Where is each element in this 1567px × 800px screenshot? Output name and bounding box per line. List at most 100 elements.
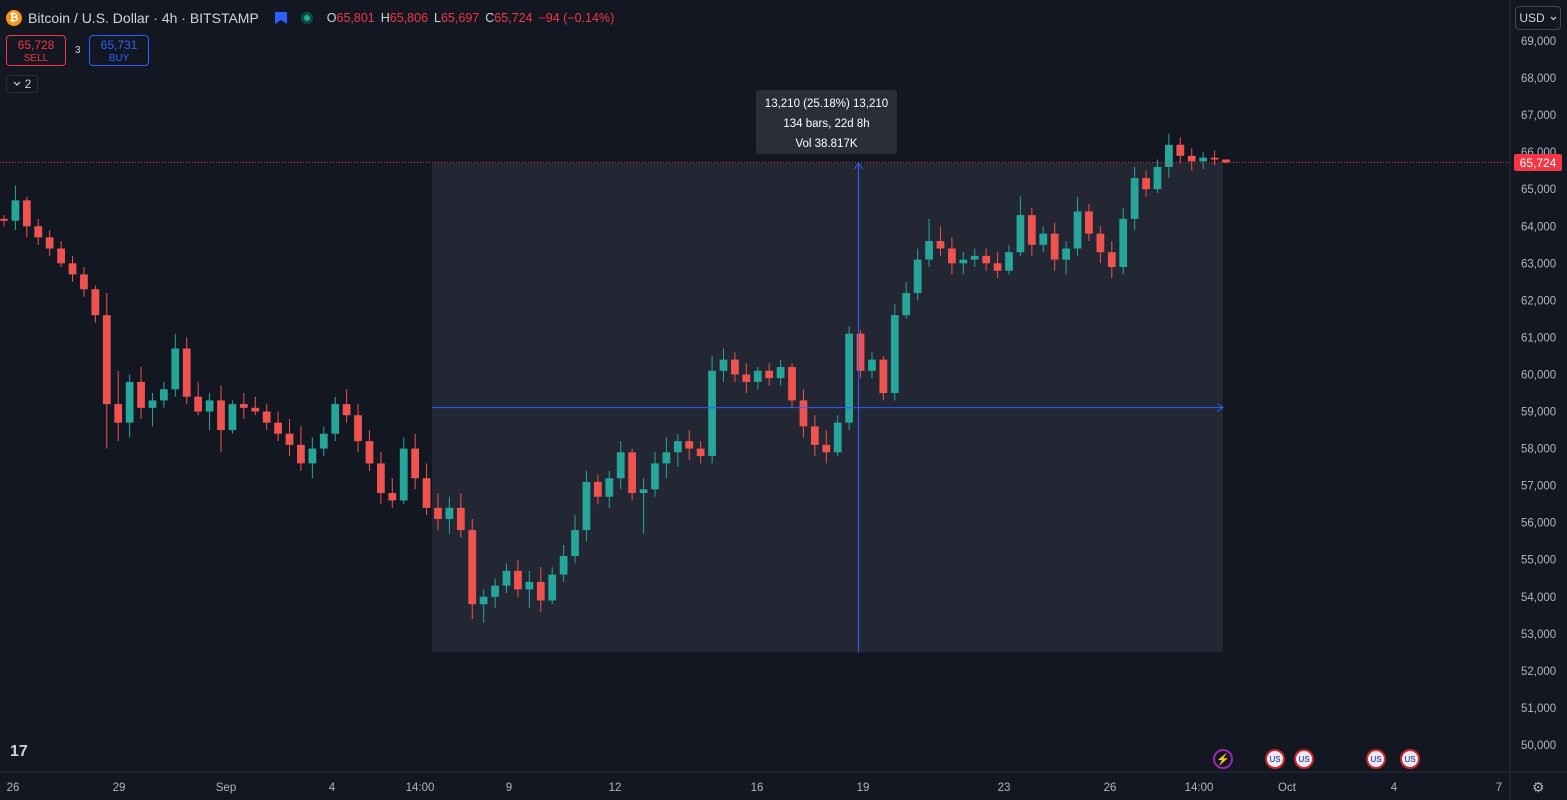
- lightning-icon[interactable]: ⚡: [1213, 749, 1233, 769]
- sell-button[interactable]: 65,728 SELL: [6, 35, 66, 66]
- candle-body: [719, 359, 728, 371]
- y-tick-label: 57,000: [1521, 481, 1556, 493]
- candle-body: [1222, 159, 1230, 163]
- candle-body: [1005, 252, 1013, 271]
- flag-icon[interactable]: [274, 12, 287, 24]
- candle-body: [993, 263, 1002, 271]
- candle-body: [936, 241, 945, 249]
- candle-body: [148, 400, 157, 408]
- candle: [354, 404, 362, 453]
- us-flag-icon[interactable]: US: [1366, 749, 1386, 769]
- candle-body: [559, 556, 568, 575]
- chevron-down-icon: [13, 81, 21, 86]
- candle: [742, 363, 751, 393]
- candle-body: [628, 452, 637, 494]
- candle: [479, 589, 488, 623]
- candle: [422, 463, 431, 516]
- us-flag-icon[interactable]: US: [1265, 749, 1285, 769]
- x-tick-label: 4: [1391, 782, 1398, 794]
- candle: [993, 252, 1002, 279]
- candlestick-series: [0, 133, 1230, 623]
- gear-icon[interactable]: ⚙: [1532, 779, 1545, 795]
- candle: [308, 437, 317, 479]
- y-tick-label: 67,000: [1521, 110, 1556, 122]
- candle-body: [1039, 233, 1048, 245]
- high-label: H: [380, 11, 390, 25]
- candle: [548, 567, 557, 605]
- y-tick-label: 65,000: [1521, 184, 1556, 196]
- x-tick-label: 14:00: [1185, 782, 1214, 794]
- candle: [456, 493, 465, 538]
- last-price-tag: 65,724: [1514, 154, 1562, 172]
- candle: [91, 285, 100, 323]
- candle-body: [913, 259, 922, 293]
- candle-body: [342, 404, 351, 416]
- candle: [525, 570, 534, 608]
- candle-body: [1165, 144, 1173, 167]
- open-value: 65,801: [336, 11, 375, 25]
- candle-body: [948, 248, 956, 264]
- us-flag-icon[interactable]: US: [1400, 749, 1420, 769]
- candle: [491, 578, 499, 608]
- buy-button[interactable]: 65,731 BUY: [89, 35, 149, 66]
- candle: [902, 281, 911, 319]
- x-tick-label: 7: [1496, 782, 1502, 794]
- change-value: −94 (−0.14%): [538, 11, 615, 25]
- candle-body: [616, 452, 625, 479]
- currency-label: USD: [1519, 11, 1545, 25]
- candle-body: [445, 507, 454, 519]
- candle-body: [685, 441, 694, 449]
- currency-selector[interactable]: USD: [1515, 6, 1561, 30]
- candle-body: [91, 289, 100, 316]
- candle-body: [80, 274, 88, 290]
- y-tick-label: 62,000: [1521, 295, 1556, 307]
- candle-body: [890, 315, 899, 393]
- candle: [68, 255, 77, 282]
- candle: [616, 441, 625, 490]
- candle-body: [34, 226, 43, 238]
- candle-body: [1096, 233, 1105, 253]
- y-tick-label: 58,000: [1521, 444, 1556, 456]
- tradingview-logo[interactable]: 17: [10, 743, 28, 760]
- candle-body: [319, 433, 328, 449]
- us-flag-icon[interactable]: US: [1294, 749, 1314, 769]
- candle-body: [1050, 233, 1059, 260]
- candle-body: [354, 415, 362, 442]
- candle: [1005, 244, 1013, 275]
- bitcoin-icon[interactable]: ₿: [6, 10, 22, 26]
- x-tick-label: 12: [609, 782, 622, 794]
- candle: [205, 393, 214, 431]
- candle: [148, 393, 157, 427]
- candle: [331, 396, 340, 442]
- candle-body: [708, 370, 716, 456]
- candle: [822, 430, 831, 464]
- high-value: 65,806: [389, 11, 429, 25]
- candle-body: [868, 359, 876, 371]
- candle: [319, 426, 328, 456]
- candle: [765, 363, 774, 386]
- candle: [285, 418, 294, 456]
- candle: [411, 433, 420, 490]
- symbol-title[interactable]: Bitcoin / U.S. Dollar · 4h · BITSTAMP: [28, 10, 259, 26]
- candle: [468, 518, 477, 620]
- candle: [1050, 222, 1059, 271]
- candle: [959, 252, 968, 275]
- candle: [514, 559, 522, 597]
- indicators-toggle[interactable]: 2: [6, 75, 38, 93]
- candle-body: [468, 530, 477, 605]
- candle-body: [102, 315, 111, 405]
- candle-body: [525, 581, 534, 590]
- candle-body: [605, 478, 614, 497]
- chevron-down-icon: [1550, 16, 1557, 20]
- spread-value: 3: [75, 45, 81, 56]
- candle-body: [1142, 178, 1150, 190]
- x-tick-label: 29: [113, 782, 126, 794]
- candle-body: [673, 441, 682, 453]
- open-label: O: [326, 11, 337, 25]
- candle-body: [1176, 144, 1185, 156]
- market-status-icon[interactable]: [300, 12, 313, 24]
- y-tick-label: 69,000: [1521, 36, 1556, 48]
- candle-body: [491, 585, 499, 597]
- x-tick-label: 26: [1104, 782, 1117, 794]
